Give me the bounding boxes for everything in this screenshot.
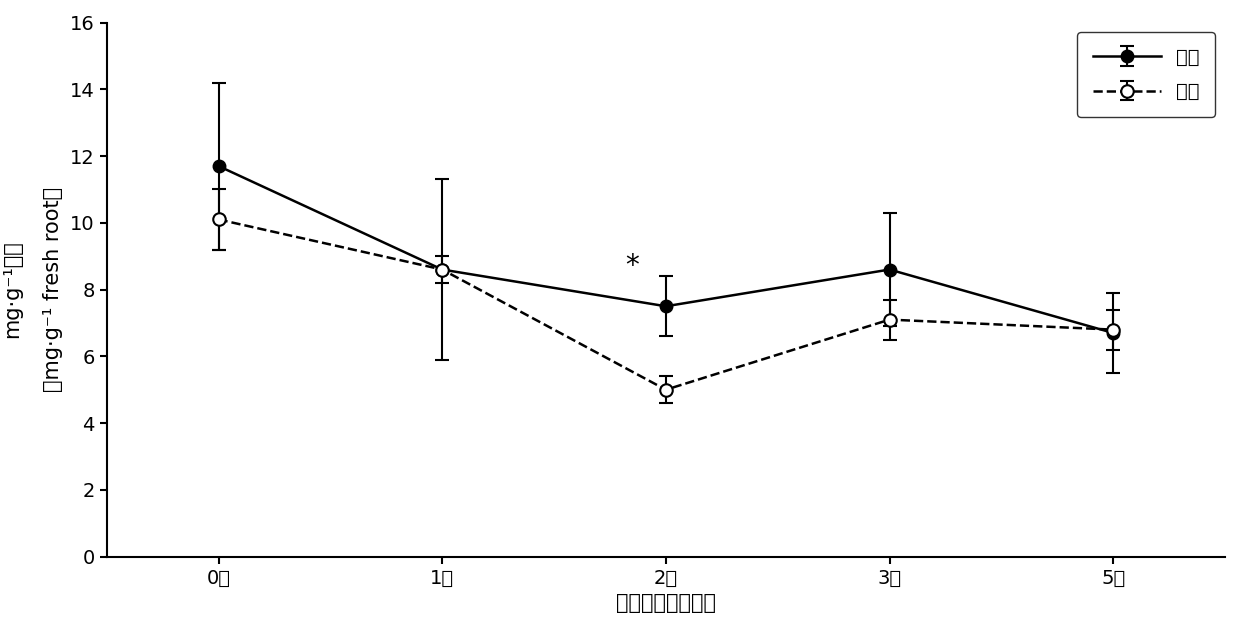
X-axis label: 接种后天数（天）: 接种后天数（天）	[616, 593, 715, 613]
Text: *: *	[625, 252, 639, 279]
Legend: 单豆, 间豆: 单豆, 间豆	[1078, 32, 1215, 117]
Y-axis label: （mg·g⁻¹ fresh root）: （mg·g⁻¹ fresh root）	[43, 187, 63, 392]
Text: mg·g⁻¹鲜根: mg·g⁻¹鲜根	[1, 241, 21, 338]
